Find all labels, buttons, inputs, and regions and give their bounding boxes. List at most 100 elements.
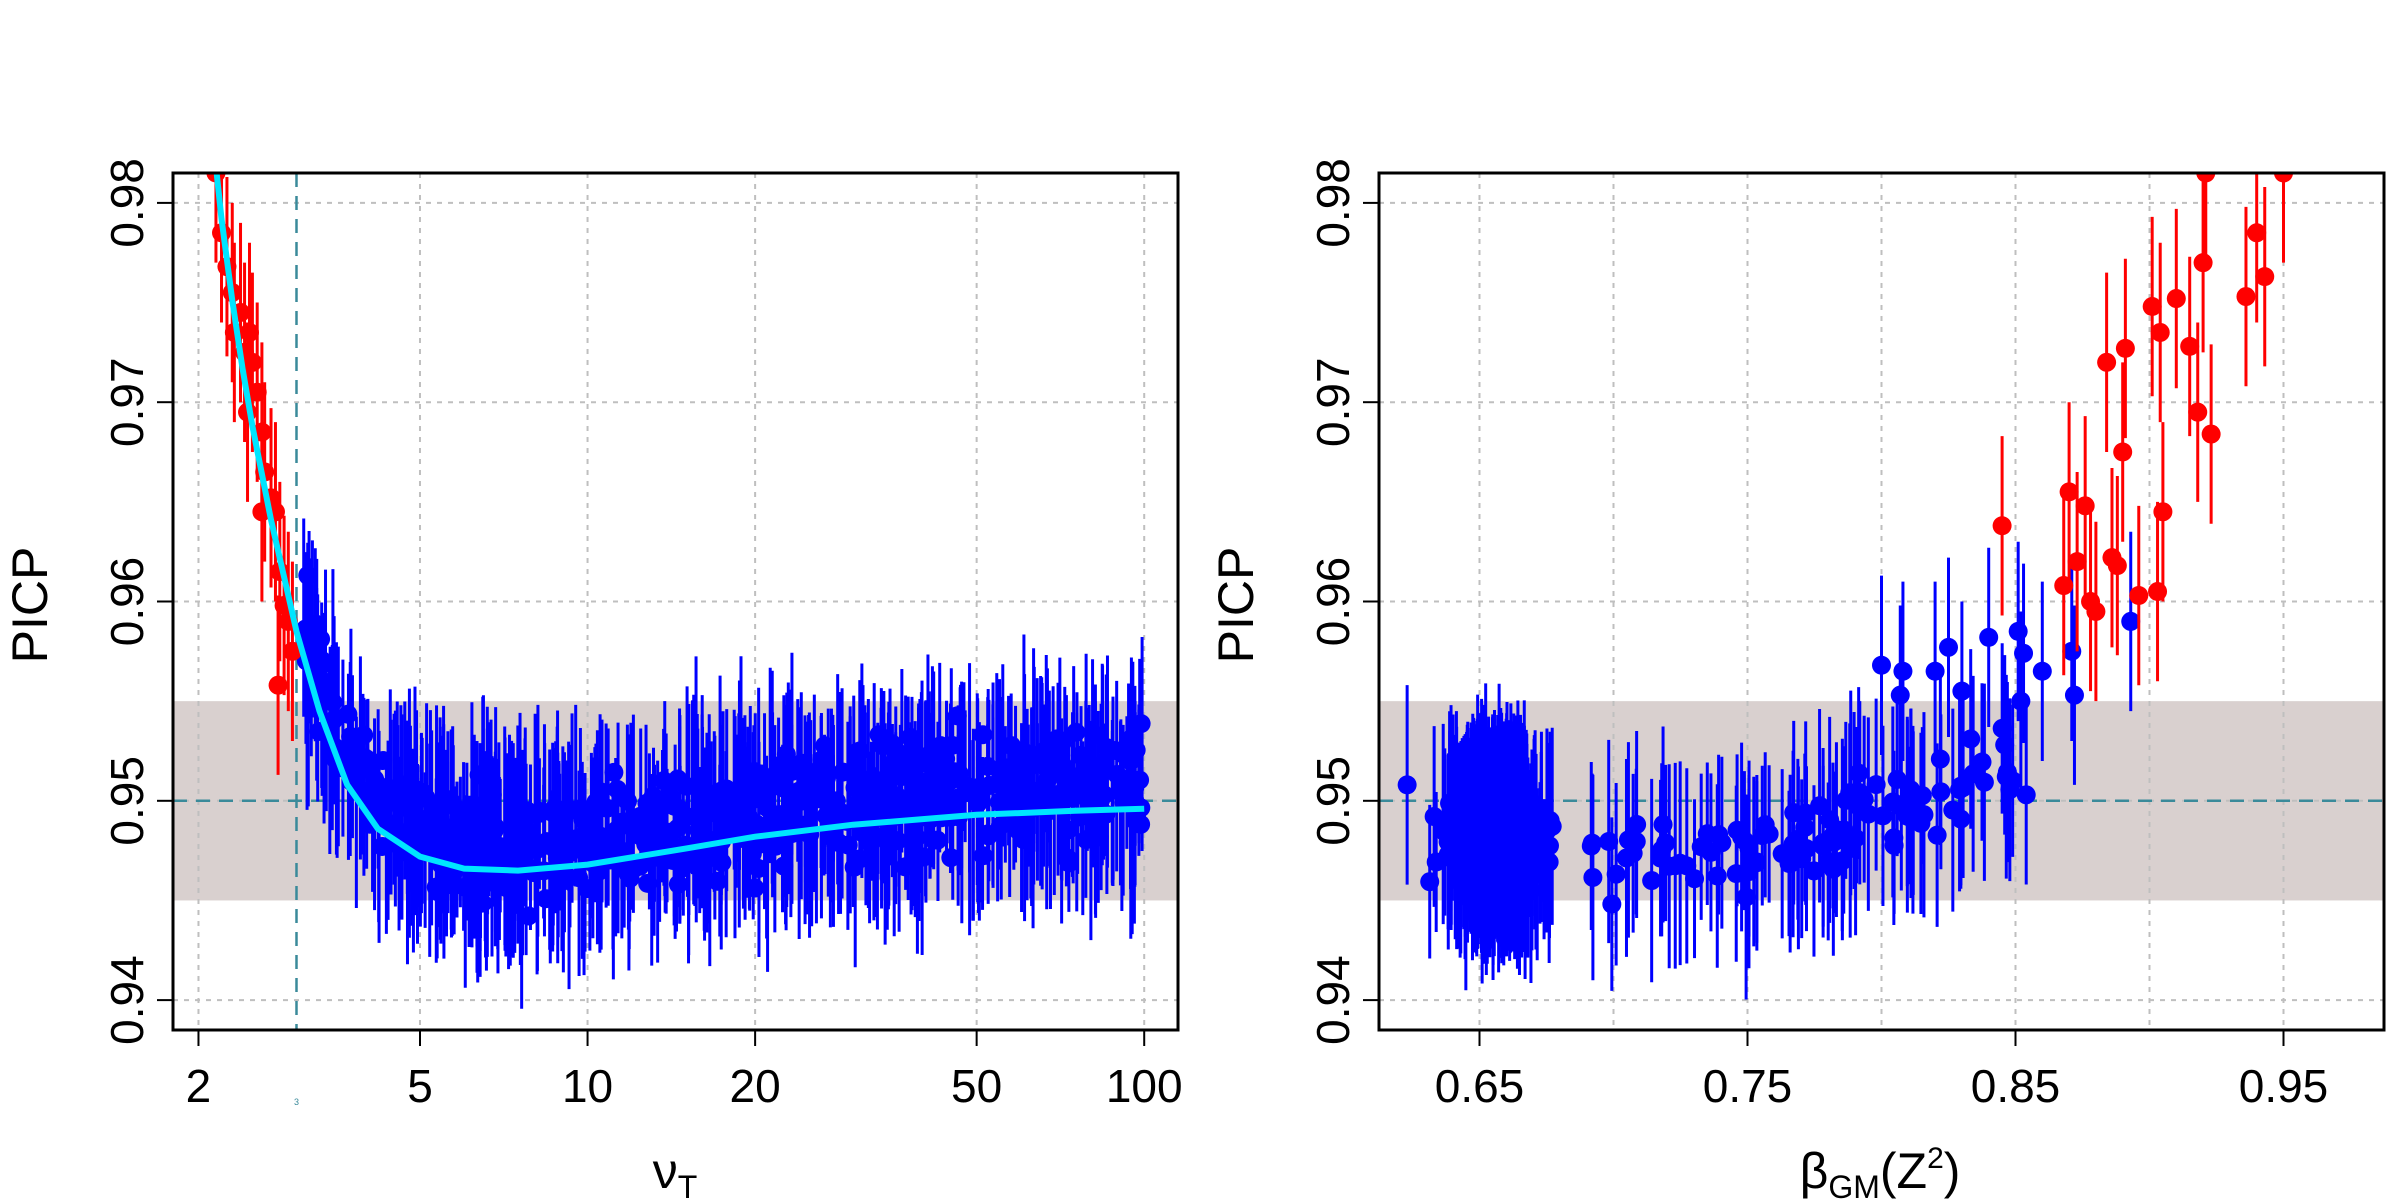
data-point [1465, 843, 1485, 863]
data-point [1076, 830, 1096, 850]
data-point [487, 875, 507, 895]
data-point [1701, 842, 1721, 862]
data-point [306, 614, 326, 634]
data-point [1873, 806, 1893, 826]
data-point [492, 837, 512, 857]
data-point [1939, 637, 1958, 657]
x-axis-title-right-main: β [1800, 1143, 1829, 1199]
data-point [617, 791, 637, 811]
data-point [2107, 556, 2127, 576]
data-point [673, 858, 693, 878]
data-point [643, 786, 663, 806]
data-point [691, 800, 711, 820]
data-point [868, 827, 888, 847]
data-point [1066, 722, 1086, 742]
data-point [649, 814, 669, 834]
data-point [1974, 772, 1994, 792]
data-point [1872, 655, 1891, 675]
y-tick-label: 0.94 [101, 955, 153, 1045]
data-point [309, 655, 329, 675]
data-point [1992, 718, 2012, 738]
y-ticks-left: 0.94 0.95 0.96 0.97 0.98 [101, 158, 173, 1045]
data-point [1884, 828, 1904, 848]
data-point [373, 751, 393, 771]
data-point [2115, 338, 2135, 358]
data-point [2014, 643, 2034, 663]
data-point [1602, 894, 1622, 914]
data-point [828, 832, 848, 852]
vline-label: 3 [294, 1097, 299, 1107]
data-point [2201, 424, 2221, 444]
data-point [1858, 804, 1878, 824]
data-point [2274, 173, 2293, 183]
data-point [2193, 253, 2213, 273]
data-point [977, 756, 997, 776]
data-point [1120, 734, 1140, 754]
data-point [1531, 827, 1551, 847]
data-point [949, 763, 969, 783]
plot-area-left [171, 171, 1180, 1032]
data-point [1084, 724, 1104, 744]
data-point [368, 776, 388, 796]
data-point [2236, 287, 2256, 307]
data-point [1438, 844, 1458, 864]
data-point [1709, 825, 1729, 845]
data-point [990, 816, 1010, 836]
data-point [1035, 777, 1055, 797]
y-tick-label: 0.95 [101, 756, 153, 846]
data-point [1685, 869, 1705, 889]
data-point [1424, 807, 1444, 827]
data-point [2150, 322, 2170, 342]
data-point [1951, 776, 1971, 796]
data-point [2075, 496, 2095, 516]
data-point [2129, 586, 2149, 606]
x-axis-title-left-main: ν [653, 1143, 678, 1199]
data-point [928, 830, 948, 850]
data-point [1491, 796, 1511, 816]
data-point [1707, 866, 1727, 886]
data-point [323, 710, 343, 730]
data-point [1931, 782, 1951, 802]
data-point [668, 769, 688, 789]
data-point [2086, 601, 2106, 621]
data-point [942, 735, 962, 755]
data-point [2247, 223, 2267, 243]
data-point [790, 792, 810, 812]
data-point [2003, 771, 2023, 791]
data-point [973, 846, 993, 866]
data-point [1076, 769, 1096, 789]
data-point [372, 837, 392, 857]
data-point [606, 832, 626, 852]
data-point [242, 352, 262, 372]
data-point [1606, 864, 1626, 884]
data-point [616, 812, 636, 832]
data-point [1784, 803, 1804, 823]
x-tick-label: 10 [562, 1060, 613, 1112]
data-point [1893, 661, 1913, 681]
plot-content [173, 173, 1178, 1030]
data-point [973, 725, 993, 745]
data-point [2016, 785, 2036, 805]
y-tick-label: 0.98 [1307, 158, 1359, 248]
data-point [903, 733, 923, 753]
data-point [1397, 775, 1417, 795]
data-point [482, 785, 502, 805]
data-point [442, 840, 462, 860]
x-tick-label: 100 [1106, 1060, 1183, 1112]
y-tick-label: 0.96 [1307, 557, 1359, 647]
data-point [654, 771, 674, 791]
data-point [1832, 830, 1852, 850]
x-axis-title-right-sup: 2 [1927, 1142, 1944, 1175]
data-point [1472, 877, 1492, 897]
data-point [913, 753, 933, 773]
data-point [416, 809, 436, 829]
data-point [526, 840, 546, 860]
data-point [1772, 844, 1792, 864]
y-ticks-right: 0.94 0.95 0.96 0.97 0.98 [1307, 158, 1379, 1045]
y-tick-label: 0.97 [1307, 357, 1359, 447]
x-ticks-right: 0.65 0.75 0.85 0.95 [1435, 1030, 2328, 1112]
data-point [1642, 871, 1662, 891]
data-point [447, 799, 467, 819]
data-point [732, 779, 752, 799]
data-point [1057, 766, 1077, 786]
